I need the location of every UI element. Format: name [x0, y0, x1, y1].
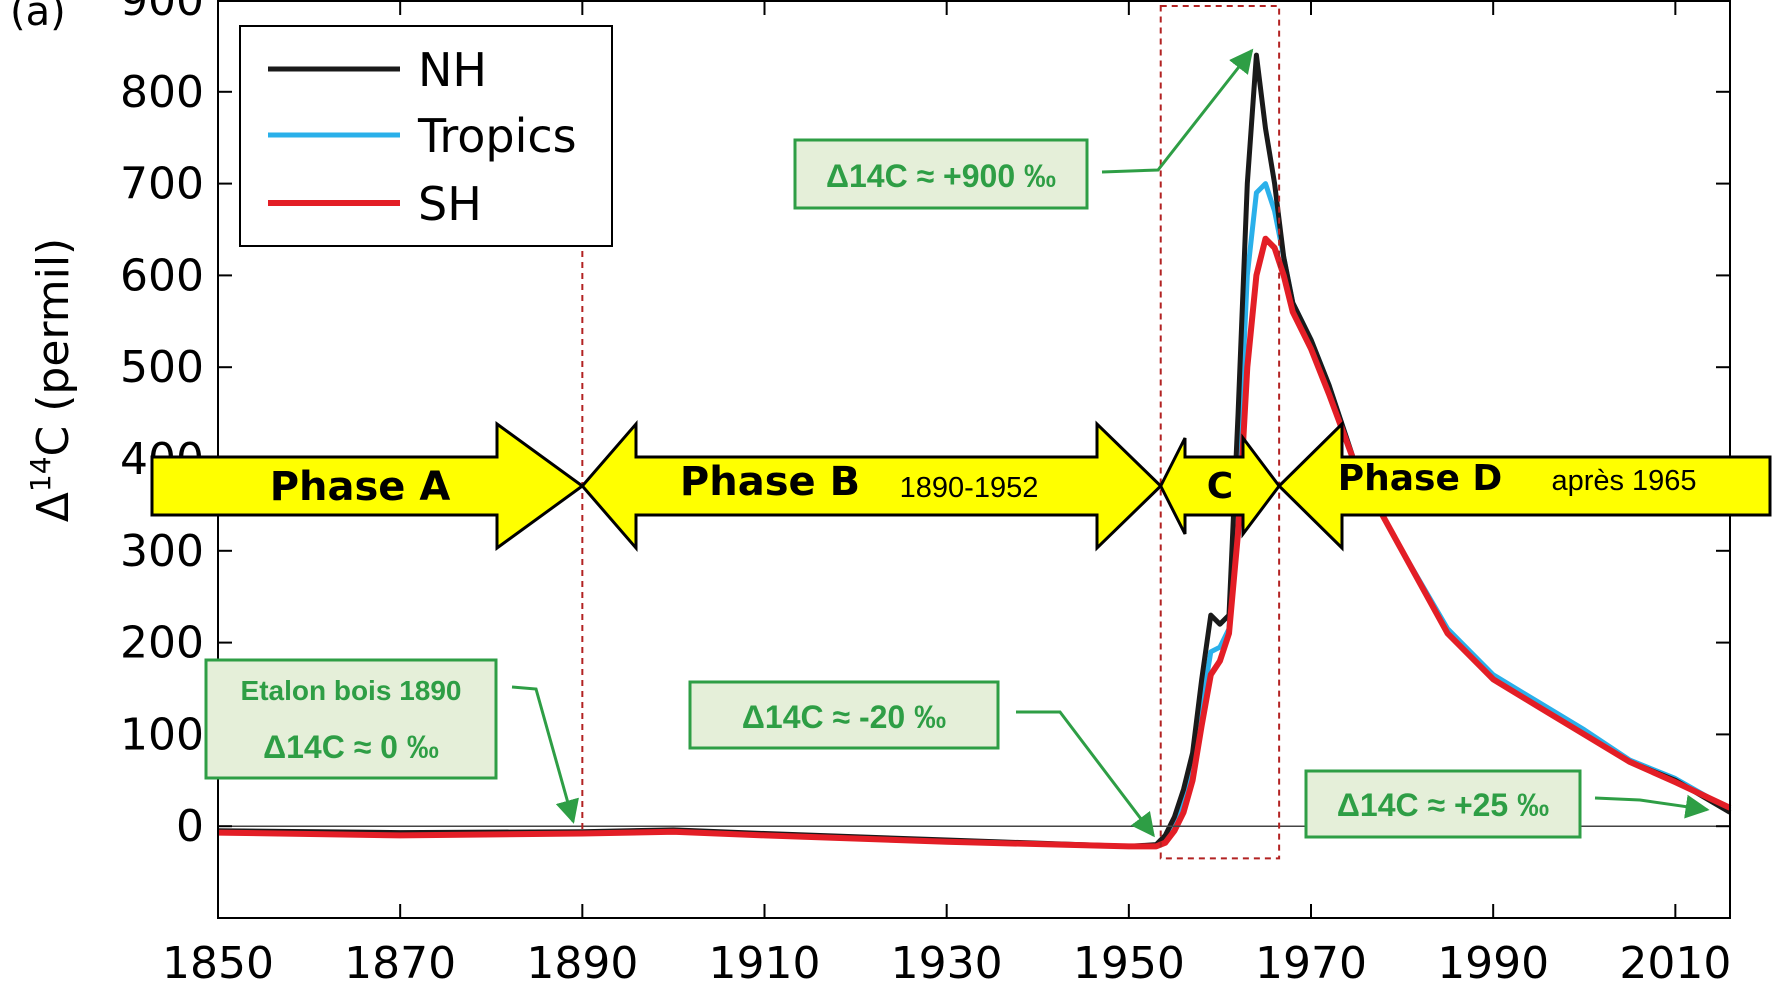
y-tick-label: 300 — [120, 526, 204, 577]
tick-layer: 1850 1870 1890 1910 1930 1950 1970 1990 2010 0 100… — [120, 0, 1731, 989]
annotation-plus25: Δ14C ≈ +25 ‰ — [1304, 769, 1710, 839]
x-tick-label: 1950 — [1073, 938, 1185, 989]
phase-d-label: Phase D — [1338, 458, 1503, 499]
y-tick-label: 600 — [120, 250, 204, 301]
legend: NH Tropics SH — [239, 25, 613, 247]
annotation-plus25-text: Δ14C ≈ +25 ‰ — [1337, 787, 1549, 823]
legend-label-tropics: Tropics — [417, 109, 577, 163]
x-tick-label: 1930 — [891, 938, 1003, 989]
phase-a-arrow — [150, 421, 585, 551]
annotation-plus900: Δ14C ≈ +900 ‰ — [793, 48, 1254, 210]
annotation-plus900-arrow — [1101, 48, 1254, 174]
annotation-plus900-text: Δ14C ≈ +900 ‰ — [826, 158, 1056, 194]
y-axis-label-rest: C (permil) — [28, 238, 79, 457]
phase-b-years: 1890-1952 — [900, 472, 1039, 504]
panel-label: (a) — [10, 0, 66, 35]
phase-d-years: après 1965 — [1551, 465, 1696, 497]
phase-d-arrow — [1276, 420, 1772, 552]
x-tick-label: 1870 — [344, 938, 456, 989]
y-tick-label: 700 — [120, 159, 204, 210]
y-axis-label: Δ14C (permil) — [24, 238, 79, 522]
dashed-box-phase-c — [1159, 5, 1281, 860]
annotation-etalon-box — [204, 658, 498, 780]
annotation-plus900-box — [793, 138, 1089, 210]
phase-a-label: Phase A — [270, 464, 451, 510]
annotation-minus20-text: Δ14C ≈ -20 ‰ — [742, 699, 946, 735]
y-tick-label: 900 — [120, 0, 204, 26]
x-tick-label: 2010 — [1619, 938, 1731, 989]
annotation-minus20: Δ14C ≈ -20 ‰ — [688, 680, 1155, 838]
annotation-minus20-box — [688, 680, 1000, 750]
legend-label-nh: NH — [418, 43, 487, 97]
phase-b-label: Phase B — [680, 459, 860, 505]
svg-text:Δ14C (permil): Δ14C (permil) — [24, 238, 79, 522]
x-tick-label: 1850 — [162, 938, 274, 989]
annotation-etalon-arrow — [511, 685, 579, 824]
x-tick-label: 1990 — [1437, 938, 1549, 989]
legend-label-sh: SH — [418, 177, 482, 231]
annotation-plus25-box — [1304, 769, 1582, 839]
y-axis-label-sup: 14 — [24, 456, 57, 492]
phase-arrows: Phase A Phase B 1890-1952 C Phase D aprè… — [150, 419, 1772, 553]
y-axis-label-delta: Δ — [28, 492, 79, 522]
y-tick-label: 500 — [120, 342, 204, 393]
annotation-etalon: Etalon bois 1890 Δ14C ≈ 0 ‰ — [204, 658, 579, 824]
phase-c-label: C — [1207, 466, 1233, 507]
annotation-etalon-line1: Etalon bois 1890 — [241, 675, 462, 706]
annotation-plus25-arrow — [1594, 794, 1710, 819]
annotation-etalon-line2: Δ14C ≈ 0 ‰ — [263, 729, 439, 765]
y-tick-label: 200 — [120, 618, 204, 669]
x-tick-label: 1910 — [709, 938, 821, 989]
x-tick-label: 1890 — [526, 938, 638, 989]
y-tick-label: 100 — [120, 709, 204, 760]
y-tick-label: 800 — [120, 67, 204, 118]
y-tick-label: 0 — [176, 801, 204, 852]
annotations: Etalon bois 1890 Δ14C ≈ 0 ‰ Δ14C ≈ -20 ‰… — [204, 48, 1710, 839]
x-tick-label: 1970 — [1255, 938, 1367, 989]
annotation-minus20-arrow — [1016, 710, 1155, 838]
